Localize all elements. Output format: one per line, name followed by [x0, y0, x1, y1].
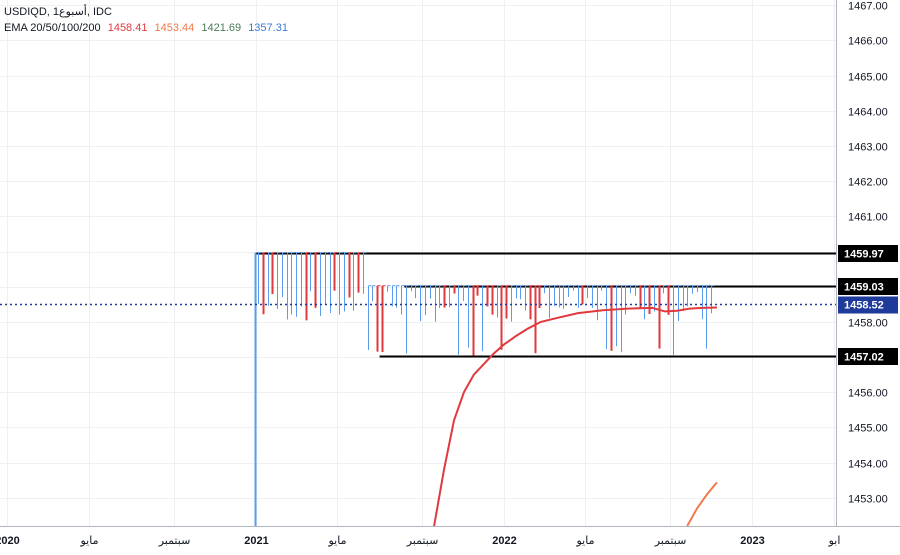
ema20-value: 1458.41 — [107, 22, 148, 34]
ema-series-line — [433, 306, 717, 527]
ema50-value: 1453.44 — [154, 22, 195, 34]
y-tick-label: 1463.00 — [848, 142, 888, 154]
level-badge — [838, 278, 898, 295]
ema-label: EMA 20/50/100/200 — [4, 22, 101, 34]
horizontal-levels — [255, 252, 836, 358]
y-tick-label: 1456.00 — [848, 388, 888, 400]
ema100-value: 1421.69 — [201, 22, 242, 34]
y-tick-label: 1454.00 — [848, 459, 888, 471]
x-tick-label: 2021 — [244, 535, 268, 547]
x-tick-label: مايو — [328, 535, 347, 547]
chart-legend: USDIQD, 1أسبوع, IDC EMA 20/50/100/200 14… — [4, 4, 292, 36]
ema200-value: 1357.31 — [248, 22, 288, 34]
level-badge — [838, 245, 898, 262]
price-bars — [254, 252, 715, 526]
ema-lines — [433, 306, 718, 527]
current-price-badge — [838, 296, 898, 314]
symbol-title[interactable]: USDIQD, 1أسبوع, IDC — [4, 6, 112, 18]
x-tick-label: ابو — [828, 535, 841, 547]
x-tick-label: 2020 — [0, 535, 20, 547]
y-tick-label: 1453.00 — [848, 494, 888, 506]
y-tick-label: 1458.00 — [848, 318, 888, 330]
y-tick-label: 1465.00 — [848, 72, 888, 84]
y-tick-label: 1466.00 — [848, 36, 888, 48]
current-price-label: 1458.52 — [844, 300, 884, 312]
x-tick-label: 2022 — [492, 535, 516, 547]
ema-legend-row[interactable]: EMA 20/50/100/200 1458.41 1453.44 1421.6… — [4, 20, 292, 36]
y-tick-label: 1455.00 — [848, 423, 888, 435]
price-badges: 1459.97 1459.03 1457.02 1458.52 — [838, 245, 898, 365]
x-tick-label: سبتمبر — [158, 535, 191, 547]
x-tick-label: مايو — [576, 535, 595, 547]
grid-lines — [0, 0, 836, 526]
x-tick-label: مايو — [80, 535, 99, 547]
time-axis[interactable]: 2020 مايو سبتمبر 2021 مايو سبتمبر 2022 مايو سبتم… — [0, 535, 840, 547]
level-badge-label: 1459.97 — [844, 249, 884, 261]
x-tick-label: 2023 — [740, 535, 764, 547]
y-tick-label: 1462.00 — [848, 177, 888, 189]
y-tick-label: 1461.00 — [848, 212, 888, 224]
x-tick-label: سبتمبر — [654, 535, 687, 547]
y-tick-label: 1464.00 — [848, 107, 888, 119]
y-tick-label: 1467.00 — [848, 1, 888, 13]
x-tick-label: سبتمبر — [406, 535, 439, 547]
level-badge — [838, 348, 898, 365]
level-badge-label: 1459.03 — [844, 282, 884, 294]
ema-series-line — [686, 481, 718, 527]
level-badge-label: 1457.02 — [844, 352, 884, 364]
